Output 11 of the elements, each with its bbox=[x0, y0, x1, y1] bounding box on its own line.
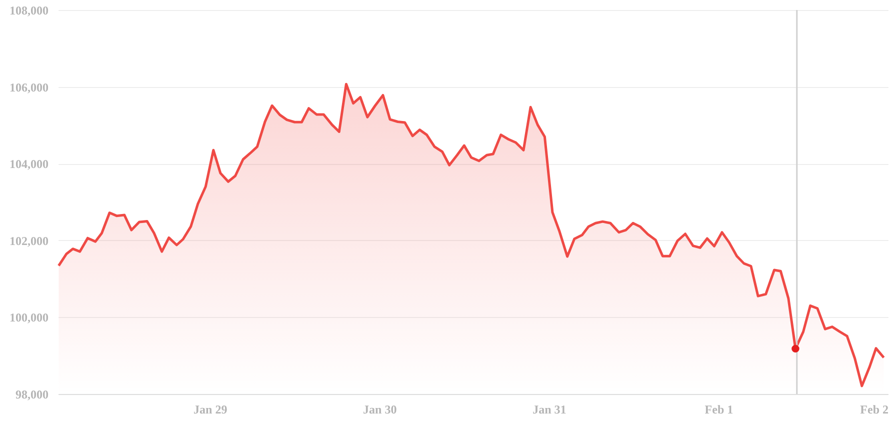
y-tick-label: 108,000 bbox=[10, 4, 48, 18]
x-tick-label: Feb 1 bbox=[704, 402, 734, 416]
y-tick-label: 98,000 bbox=[16, 388, 48, 402]
y-tick-label: 100,000 bbox=[10, 310, 48, 325]
x-tick-label: Jan 29 bbox=[194, 402, 228, 416]
x-tick-label: Jan 31 bbox=[532, 402, 566, 416]
x-tick-label: Jan 30 bbox=[363, 402, 397, 416]
x-tick-label: Feb 2 bbox=[860, 402, 888, 416]
y-tick-label: 104,000 bbox=[10, 157, 48, 172]
y-tick-label: 102,000 bbox=[10, 234, 48, 248]
y-tick-label: 106,000 bbox=[10, 80, 48, 94]
